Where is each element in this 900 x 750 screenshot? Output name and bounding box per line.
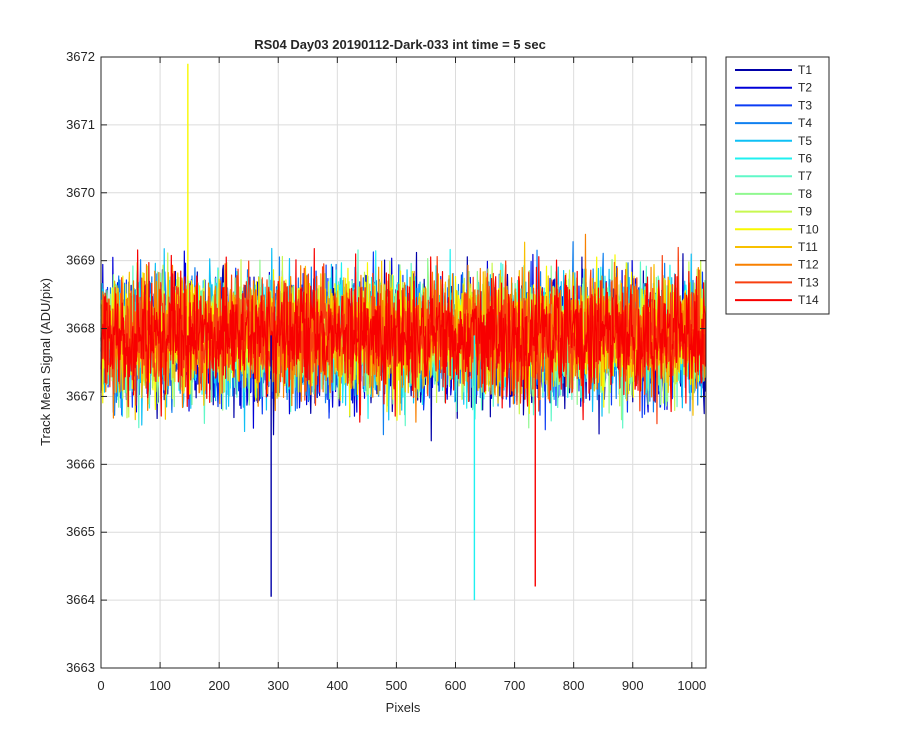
legend-label-t4: T4: [798, 116, 812, 130]
y-tick-label: 3667: [66, 388, 95, 403]
legend-label-t10: T10: [798, 222, 819, 236]
y-tick-label: 3672: [66, 49, 95, 64]
y-tick-label: 3664: [66, 592, 95, 607]
x-tick-label: 300: [267, 678, 289, 693]
legend-label-t2: T2: [798, 81, 812, 95]
x-tick-label: 600: [445, 678, 467, 693]
legend-label-t5: T5: [798, 134, 812, 148]
x-tick-label: 100: [149, 678, 171, 693]
y-tick-label: 3663: [66, 660, 95, 675]
legend-label-t8: T8: [798, 187, 812, 201]
ticks: 0 100 200 300 400 500 600 700 800 900 1000 3663 3664…: [66, 49, 706, 693]
legend-box: [725, 56, 830, 315]
legend-label-t3: T3: [798, 98, 812, 112]
x-tick-label: 800: [563, 678, 585, 693]
legend-label-t9: T9: [798, 205, 812, 219]
chart-title: RS04 Day03 20190112-Dark-033 int time = …: [254, 37, 546, 52]
series-line-t14: [100, 248, 707, 423]
legend: T1 T2 T3 T4 T5 T6 T7 T8 T9 T10 T11 T12 T13 T14: [725, 56, 830, 315]
y-axis-label: Track Mean Signal (ADU/pix): [38, 278, 53, 446]
plot-area: 0 100 200 300 400 500 600 700 800 900 1000 3663 3664…: [66, 49, 707, 693]
legend-label-t7: T7: [798, 169, 812, 183]
x-tick-label: 500: [386, 678, 408, 693]
x-axis-label: Pixels: [386, 700, 421, 715]
legend-label-t1: T1: [798, 63, 812, 77]
legend-label-t11: T11: [798, 240, 818, 254]
x-tick-label: 900: [622, 678, 644, 693]
x-tick-label: 1000: [677, 678, 706, 693]
axes-box: [100, 56, 707, 669]
series-layer: [100, 63, 707, 601]
y-tick-label: 3670: [66, 185, 95, 200]
y-tick-label: 3665: [66, 524, 95, 539]
legend-label-t6: T6: [798, 152, 812, 166]
y-tick-label: 3671: [66, 117, 95, 132]
y-tick-label: 3668: [66, 321, 95, 336]
legend-label-t13: T13: [798, 275, 819, 289]
legend-label-t14: T14: [798, 293, 819, 307]
x-tick-label: 0: [97, 678, 104, 693]
x-tick-label: 200: [208, 678, 230, 693]
x-tick-label: 400: [326, 678, 348, 693]
legend-label-t12: T12: [798, 258, 819, 272]
y-tick-label: 3669: [66, 253, 95, 268]
y-tick-label: 3666: [66, 456, 95, 471]
x-tick-label: 700: [504, 678, 526, 693]
